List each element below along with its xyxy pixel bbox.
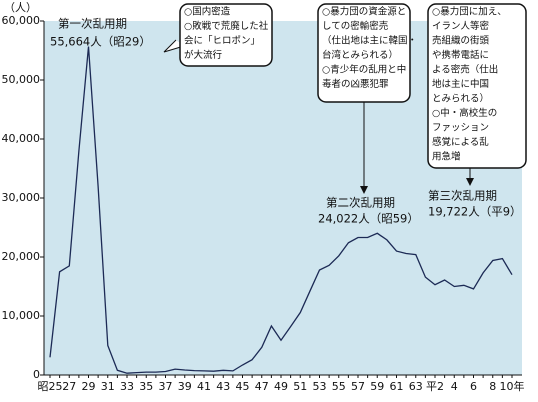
x-tick-label: 57	[351, 380, 365, 393]
y-unit: （人）	[4, 1, 37, 14]
x-tick-label: 27	[62, 380, 76, 393]
note-text: 用急増	[432, 151, 461, 163]
x-tick-label: 昭25	[38, 380, 63, 393]
x-tick-label: 45	[236, 380, 250, 393]
x-tick-label: 10年	[500, 379, 525, 393]
x-tick-label: 8	[489, 380, 496, 393]
arrow-head	[360, 186, 368, 194]
note-text: （仕出地は主に韓国・	[322, 35, 417, 47]
x-tick-label: 37	[159, 380, 173, 393]
x-tick-label: 55	[332, 380, 346, 393]
annotation-value: 55,664人（昭29）	[50, 35, 151, 49]
note-text: イラン人等密	[432, 20, 490, 32]
x-tick-label: 33	[120, 380, 134, 393]
x-tick-label: 41	[197, 380, 211, 393]
arrow-head	[466, 178, 474, 186]
annotation-title: 第二次乱用期	[326, 196, 395, 210]
note-text: とみられる）	[432, 93, 489, 105]
y-tick-label: 60,000	[2, 14, 41, 27]
note-box	[427, 3, 527, 169]
x-tick-label: 63	[409, 380, 423, 393]
note-text: ○敗戦で荒廃した社	[184, 20, 269, 32]
note-text: ○暴力団の資金源と	[322, 6, 406, 18]
x-tick-label: 39	[178, 380, 192, 393]
x-tick-label: 49	[274, 380, 288, 393]
x-tick-label: 平2	[426, 380, 444, 393]
note-text: しての密輸密売	[322, 20, 388, 32]
x-tick-label: 31	[101, 380, 115, 393]
y-tick-label: 30,000	[2, 191, 41, 204]
note-box	[179, 3, 273, 67]
note-text: ○国内密造	[184, 6, 231, 18]
x-tick-label: 53	[313, 380, 327, 393]
x-tick-label: 4	[451, 380, 458, 393]
callout-tail	[163, 39, 185, 53]
note-text: 売組織の街頭	[432, 35, 490, 47]
x-tick-label: 29	[82, 380, 96, 393]
note-text: よる密売（仕出	[432, 64, 498, 76]
note-text: 台湾とみられる）	[322, 49, 398, 61]
x-tick-label: 6	[470, 380, 477, 393]
y-tick-label: 0	[33, 368, 40, 381]
note-text: 毒者の凶悪犯罪	[322, 78, 389, 90]
note-text: が大流行	[184, 49, 223, 61]
annotation-title: 第三次乱用期	[428, 189, 497, 203]
note-text: ファッション	[432, 123, 489, 134]
annotation-value: 19,722人（平9）	[428, 205, 522, 219]
y-tick-label: 40,000	[2, 132, 41, 145]
note-text: や携帯電話に	[432, 49, 489, 61]
x-tick-label: 51	[293, 380, 307, 393]
note-text: ○中・高校生の	[432, 107, 497, 119]
x-tick-label: 43	[216, 380, 230, 393]
note-text: 会に「ヒロポン」	[184, 35, 260, 47]
y-tick-label: 20,000	[2, 250, 41, 263]
y-tick-label: 10,000	[2, 309, 41, 322]
x-tick-label: 47	[255, 380, 269, 393]
y-tick-label: 50,000	[2, 73, 41, 86]
line	[49, 46, 513, 374]
note-text: 感覚による乱	[432, 136, 489, 148]
x-tick-label: 59	[370, 380, 384, 393]
note-text: ○暴力団に加え、	[432, 6, 507, 18]
annotation-title: 第一次乱用期	[58, 17, 127, 31]
annotation-value: 24,022人（昭59）	[318, 212, 419, 226]
x-tick-label: 61	[390, 380, 404, 393]
x-tick-label: 35	[139, 380, 153, 393]
note-text: 地は主に中国	[432, 78, 489, 90]
note-text: ○青少年の乱用と中	[322, 64, 406, 76]
